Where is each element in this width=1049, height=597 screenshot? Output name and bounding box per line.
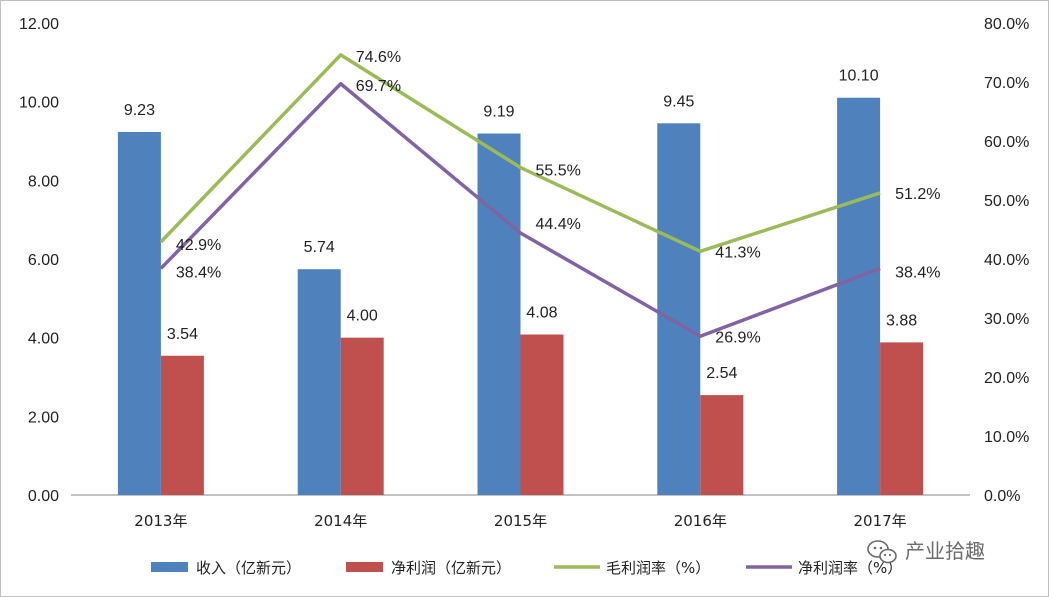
wechat-icon bbox=[867, 540, 897, 564]
legend: 收入（亿新元） 净利润（亿新元） 毛利润率（%） 净利润率（%） bbox=[151, 559, 902, 577]
y-right-tick-label: 30.0% bbox=[984, 311, 1029, 328]
axes: 0.00 2.00 4.00 6.00 8.00 10.00 12.00 0.0% 10.0% 2… bbox=[19, 16, 1029, 530]
x-tick-label: 2013年 bbox=[134, 512, 187, 530]
net-profit-bar bbox=[700, 395, 744, 495]
net-profit-bar bbox=[340, 337, 384, 495]
y-right-tick-label: 20.0% bbox=[984, 370, 1029, 387]
y-left-tick-label: 4.00 bbox=[28, 331, 59, 348]
y-right-tick-label: 40.0% bbox=[984, 252, 1029, 269]
x-tick-label: 2016年 bbox=[674, 512, 727, 530]
legend-net-profit-swatch bbox=[346, 562, 383, 572]
revenue-data-label: 10.10 bbox=[839, 68, 879, 85]
net-profit-data-label: 4.08 bbox=[526, 305, 557, 322]
net-margin-data-label: 69.7% bbox=[356, 78, 401, 95]
revenue-data-label: 9.23 bbox=[124, 102, 155, 119]
legend-net-margin-label: 净利润率（%） bbox=[798, 559, 902, 577]
y-right-tick-label: 80.0% bbox=[984, 16, 1029, 33]
net-profit-data-label: 3.88 bbox=[886, 312, 917, 329]
y-left-tick-label: 8.00 bbox=[28, 173, 59, 190]
gross-margin-data-label: 74.6% bbox=[356, 49, 401, 66]
legend-revenue-swatch bbox=[151, 562, 188, 572]
revenue-bar bbox=[657, 123, 701, 496]
y-left-tick-label: 0.00 bbox=[28, 488, 59, 505]
y-right-tick-label: 50.0% bbox=[984, 193, 1029, 210]
x-tick-label: 2014年 bbox=[314, 512, 367, 530]
net-profit-data-label: 3.54 bbox=[167, 326, 198, 343]
revenue-bar bbox=[477, 133, 521, 495]
net-profit-data-label: 4.00 bbox=[347, 308, 378, 325]
y-right-tick-label: 60.0% bbox=[984, 134, 1029, 151]
bars bbox=[117, 97, 924, 496]
legend-gross-margin-label: 毛利润率（%） bbox=[606, 559, 710, 577]
net-margin-line bbox=[159, 82, 881, 339]
y-right-tick-label: 0.0% bbox=[984, 488, 1020, 505]
gross-margin-data-label: 55.5% bbox=[536, 163, 581, 180]
data-labels: 9.23 5.74 9.19 9.45 10.10 3.54 4.00 4.08 2.54 3.8… bbox=[124, 49, 941, 382]
net-profit-bar bbox=[880, 342, 924, 495]
revenue-bar bbox=[297, 269, 341, 495]
watermark-text: 产业拾趣 bbox=[905, 539, 985, 563]
lines bbox=[159, 53, 881, 339]
net-margin-data-label: 38.4% bbox=[895, 264, 940, 281]
revenue-data-label: 5.74 bbox=[304, 239, 335, 256]
y-right-tick-label: 10.0% bbox=[984, 429, 1029, 446]
y-left-tick-label: 2.00 bbox=[28, 409, 59, 426]
gross-margin-data-label: 42.9% bbox=[176, 237, 221, 254]
legend-net-profit-label: 净利润（亿新元） bbox=[391, 559, 511, 577]
legend-revenue-label: 收入（亿新元） bbox=[196, 559, 301, 577]
net-margin-data-label: 38.4% bbox=[176, 264, 221, 281]
gross-margin-data-label: 51.2% bbox=[895, 186, 940, 203]
x-tick-label: 2015年 bbox=[494, 512, 547, 530]
revenue-bar bbox=[837, 97, 881, 495]
net-profit-bar bbox=[160, 355, 204, 495]
y-left-tick-label: 12.00 bbox=[19, 16, 59, 33]
gross-margin-data-label: 41.3% bbox=[715, 244, 760, 261]
revenue-bar bbox=[117, 131, 161, 495]
revenue-data-label: 9.45 bbox=[663, 93, 694, 110]
y-left-tick-label: 10.00 bbox=[19, 95, 59, 112]
net-profit-bar bbox=[520, 334, 564, 495]
net-profit-data-label: 2.54 bbox=[706, 365, 737, 382]
net-margin-data-label: 44.4% bbox=[536, 216, 581, 233]
watermark: 产业拾趣 bbox=[867, 539, 985, 564]
gross-margin-line bbox=[159, 53, 881, 254]
net-margin-data-label: 26.9% bbox=[715, 329, 760, 346]
y-left-tick-label: 6.00 bbox=[28, 252, 59, 269]
revenue-data-label: 9.19 bbox=[483, 104, 514, 121]
y-right-tick-label: 70.0% bbox=[984, 75, 1029, 92]
x-tick-label: 2017年 bbox=[854, 512, 907, 530]
